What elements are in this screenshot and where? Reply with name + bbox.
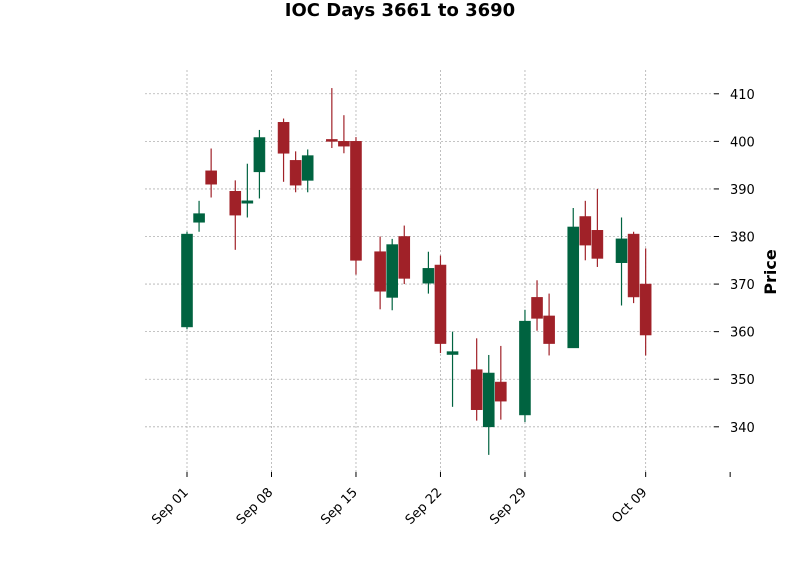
y-tick-label: 370 bbox=[730, 278, 755, 293]
y-tick-label: 390 bbox=[730, 183, 755, 198]
chart-title: IOC Days 3661 to 3690 bbox=[284, 0, 516, 21]
candle-body bbox=[350, 141, 362, 261]
y-axis-label: Price bbox=[761, 249, 780, 295]
candle-body bbox=[338, 141, 350, 147]
candle-body bbox=[277, 122, 290, 154]
y-tick-label: 360 bbox=[730, 326, 755, 341]
candle-body bbox=[531, 297, 543, 319]
candle-body bbox=[495, 381, 507, 402]
candle-body bbox=[446, 351, 459, 355]
candle-body bbox=[615, 238, 628, 263]
candle-body bbox=[482, 372, 495, 428]
candle-body bbox=[579, 216, 592, 246]
y-tick-label: 410 bbox=[730, 88, 755, 103]
candle-body bbox=[422, 268, 435, 284]
candle-body bbox=[386, 244, 398, 298]
candle-layer bbox=[181, 88, 652, 455]
x-tick-label: Sep 15 bbox=[318, 485, 361, 528]
axis-layer: 340 350 360 370 380 390 400 410 Sep 01 Sep 08 Sep … bbox=[149, 88, 755, 528]
candle-body bbox=[326, 139, 338, 142]
candle-body bbox=[253, 137, 266, 173]
candle-body bbox=[627, 233, 640, 298]
candle-body bbox=[519, 320, 531, 416]
x-tick-label: Oct 09 bbox=[609, 485, 650, 526]
candle-body bbox=[434, 264, 447, 344]
candle-body bbox=[241, 200, 254, 204]
candle-body bbox=[229, 191, 242, 216]
y-tick-label: 340 bbox=[730, 421, 755, 436]
candle-body bbox=[193, 213, 205, 223]
candle-body bbox=[591, 230, 604, 259]
candle-body bbox=[301, 155, 314, 181]
y-tick-label: 400 bbox=[730, 135, 755, 150]
candle-body bbox=[205, 170, 217, 185]
x-tick-label: Sep 01 bbox=[149, 485, 192, 528]
candle-body bbox=[398, 236, 411, 279]
candle-body bbox=[470, 369, 483, 410]
y-tick-label: 350 bbox=[730, 373, 755, 388]
x-tick-label: Sep 29 bbox=[487, 485, 530, 528]
candle-body bbox=[567, 226, 580, 349]
candle-body bbox=[639, 283, 652, 336]
candle-body bbox=[289, 160, 302, 186]
x-tick-label: Sep 08 bbox=[234, 485, 277, 528]
candle-body bbox=[374, 251, 386, 292]
candle-body bbox=[181, 233, 193, 328]
y-tick-label: 380 bbox=[730, 231, 755, 246]
candle-body bbox=[543, 315, 555, 344]
x-tick-label: Sep 22 bbox=[403, 485, 446, 528]
